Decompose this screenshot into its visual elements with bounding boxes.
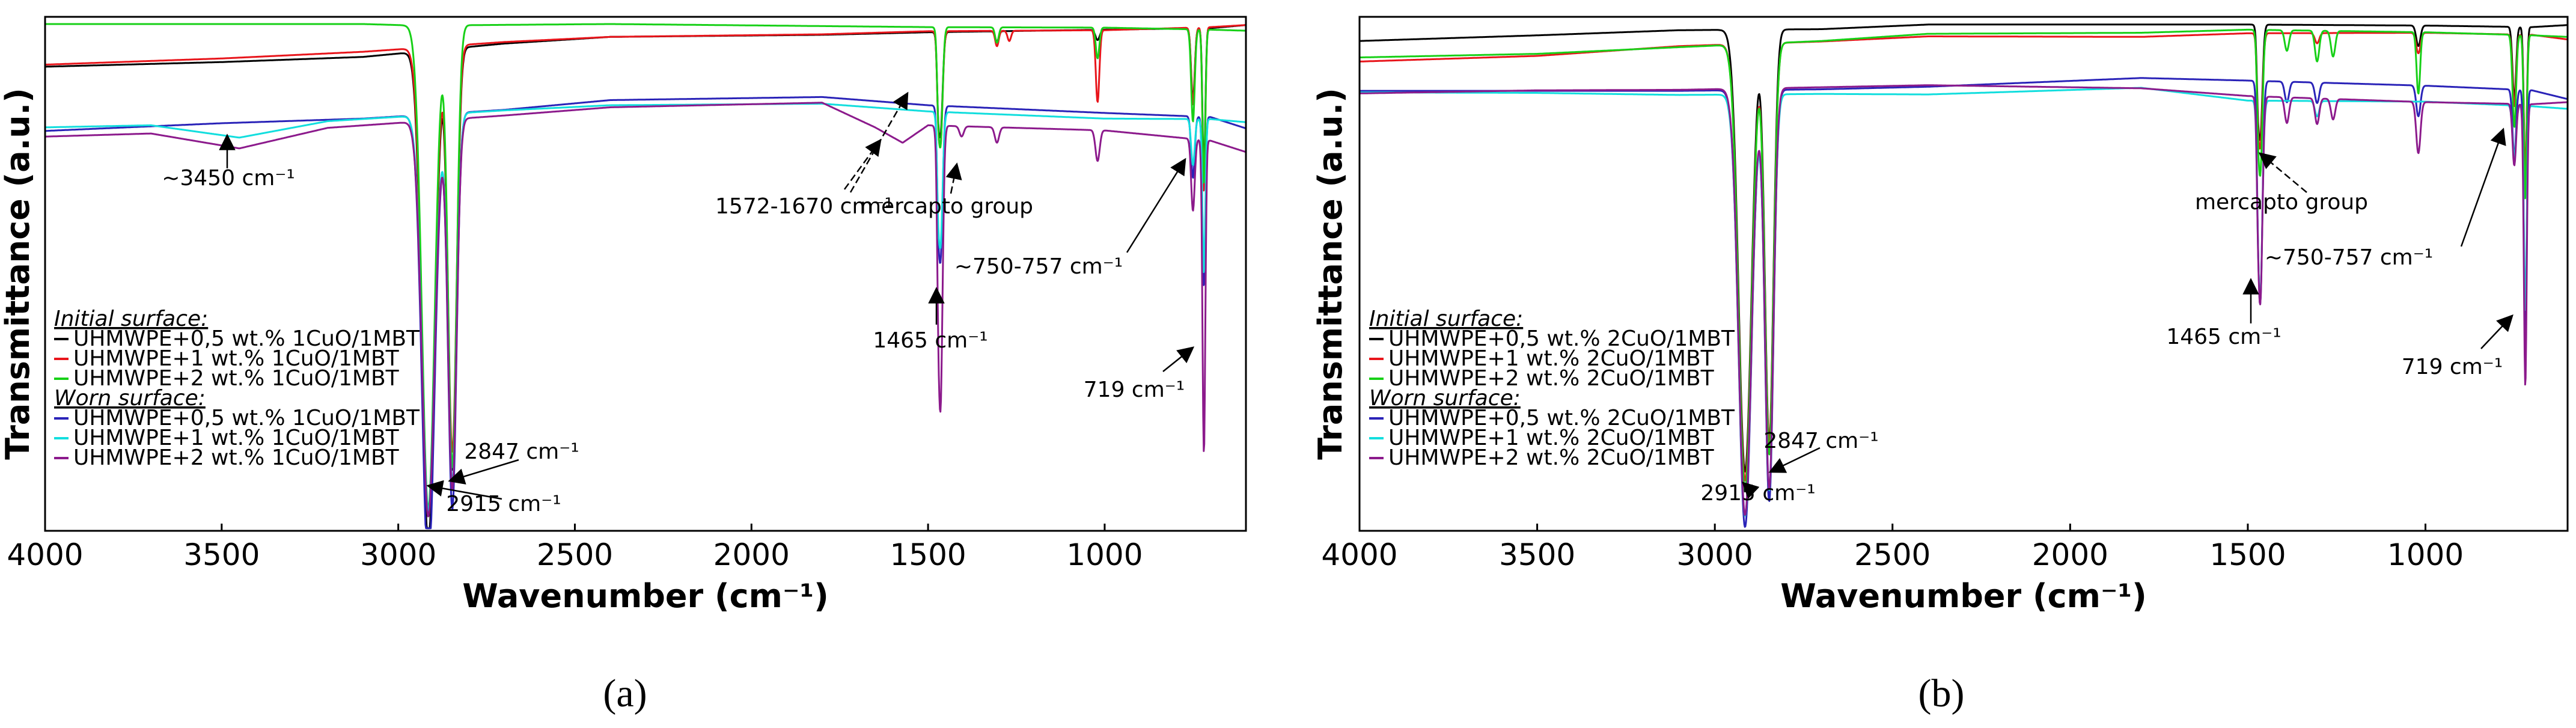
annotation-arrow <box>1126 158 1186 253</box>
annotation-label: 719 cm⁻¹ <box>2402 355 2503 379</box>
y-axis-title: Transmittance (a.u.) <box>0 88 37 460</box>
x-tick-label: 2000 <box>713 537 790 572</box>
annotations: ~3450 cm⁻¹ 2915 cm⁻¹ 2847 cm⁻¹ 1572-1670 cm… <box>162 91 1195 516</box>
series-line-worn-1 <box>44 96 1246 530</box>
x-axis-title: Wavenumber (cm⁻¹) <box>1780 577 2147 615</box>
series-line-initial-3 <box>44 23 1246 510</box>
legend: Initial surface:UHMWPE+0,5 wt.% 2CuO/1MB… <box>1369 307 1735 470</box>
series-line-worn-3 <box>1359 84 2568 516</box>
x-tick-label: 1500 <box>2209 537 2286 572</box>
annotation-label: 2847 cm⁻¹ <box>1763 429 1878 453</box>
annotation-label: ~750-757 cm⁻¹ <box>2265 245 2433 270</box>
series-line-worn-3 <box>44 102 1246 518</box>
panel-label: (b) <box>1918 671 1965 715</box>
legend-entry-label: UHMWPE+0,5 wt.% 1CuO/1MBT <box>73 326 420 351</box>
legend-entry-label: UHMWPE+2 wt.% 1CuO/1MBT <box>73 366 400 391</box>
annotation-arrow <box>1742 482 1760 499</box>
annotation-arrow <box>448 459 519 485</box>
series-line-initial-3 <box>1359 28 2568 492</box>
panels: 4000 3500 3000 2500 2000 1500 1000 Wavenumber (… <box>0 16 2569 715</box>
x-tick-label: 2500 <box>537 537 613 572</box>
annotation-label: 1572-1670 cm⁻¹ <box>715 194 893 219</box>
annotation-label: mercapto group <box>2195 190 2368 215</box>
x-tick-label: 3000 <box>360 537 436 572</box>
x-tick-label: 2000 <box>2032 537 2108 572</box>
legend-entry-label: UHMWPE+1 wt.% 1CuO/1MBT <box>73 426 400 450</box>
legend-header-worn: Worn surface: <box>54 386 206 411</box>
annotation-arrow <box>426 480 502 500</box>
legend: Initial surface:UHMWPE+0,5 wt.% 1CuO/1MB… <box>54 307 420 470</box>
annotation-arrow <box>945 162 962 194</box>
legend-entry-label: UHMWPE+0,5 wt.% 1CuO/1MBT <box>73 406 420 430</box>
panel-label: (a) <box>603 671 647 715</box>
annotation-label: 1465 cm⁻¹ <box>873 328 987 353</box>
annotation-arrow <box>2258 152 2307 193</box>
x-tick-label: 1000 <box>1066 537 1143 572</box>
x-tick-label: 2500 <box>1854 537 1930 572</box>
plot-frame <box>1358 16 2569 532</box>
legend-entry-label: UHMWPE+0,5 wt.% 2CuO/1MBT <box>1388 406 1735 430</box>
legend-header-initial: Initial surface: <box>1369 307 1523 331</box>
annotation-label: mercapto group <box>860 194 1033 219</box>
legend-entry-label: UHMWPE+1 wt.% 2CuO/1MBT <box>1388 346 1715 371</box>
y-axis-title: Transmittance (a.u.) <box>1311 88 1349 460</box>
x-tick-label: 1000 <box>2387 537 2464 572</box>
x-axis-title: Wavenumber (cm⁻¹) <box>462 577 829 615</box>
series-line-worn-2 <box>1359 87 2568 517</box>
legend-entry-label: UHMWPE+2 wt.% 2CuO/1MBT <box>1388 445 1715 470</box>
x-tick-label: 3500 <box>183 537 260 572</box>
x-tick-label: 1500 <box>890 537 966 572</box>
annotation-arrow <box>1162 346 1195 372</box>
legend-entry-label: UHMWPE+1 wt.% 2CuO/1MBT <box>1388 426 1715 450</box>
annotation-arrow <box>849 91 909 193</box>
series-line-initial-1 <box>1359 23 2568 473</box>
annotation-arrow <box>2480 314 2513 349</box>
legend-header-initial: Initial surface: <box>54 307 208 331</box>
plot-frame <box>44 16 1247 532</box>
legend-header-worn: Worn surface: <box>1369 386 1521 411</box>
x-tick-label: 3500 <box>1499 537 1575 572</box>
annotation-label: ~750-757 cm⁻¹ <box>954 254 1123 279</box>
x-tick-label: 3000 <box>1677 537 1753 572</box>
annotation-label: 2847 cm⁻¹ <box>464 439 579 464</box>
legend-entry-label: UHMWPE+2 wt.% 2CuO/1MBT <box>1388 366 1715 391</box>
spectra <box>1359 23 2568 528</box>
annotations: 2915 cm⁻¹ 2847 cm⁻¹ mercapto group 1465 cm⁻… <box>1700 127 2513 506</box>
series-line-initial-2 <box>1359 32 2568 482</box>
x-tick-label: 4000 <box>7 537 83 572</box>
series-line-worn-2 <box>44 103 1246 512</box>
series-line-initial-2 <box>44 24 1246 516</box>
x-tick-label: 4000 <box>1321 537 1397 572</box>
spectra <box>44 23 1246 530</box>
annotation-label: 719 cm⁻¹ <box>1084 378 1185 402</box>
annotation-arrow <box>2460 127 2506 247</box>
legend-entry-label: UHMWPE+2 wt.% 1CuO/1MBT <box>73 445 400 470</box>
annotation-label: ~3450 cm⁻¹ <box>162 166 295 191</box>
legend-entry-label: UHMWPE+0,5 wt.% 2CuO/1MBT <box>1388 326 1735 351</box>
legend-entry-label: UHMWPE+1 wt.% 1CuO/1MBT <box>73 346 400 371</box>
annotation-arrow <box>843 138 882 190</box>
panel-a: 4000 3500 3000 2500 2000 1500 1000 Wavenumber (… <box>0 16 1247 715</box>
annotation-label: 1465 cm⁻¹ <box>2166 325 2281 349</box>
annotation-label: 2915 cm⁻¹ <box>1700 481 1815 506</box>
annotation-label: 2915 cm⁻¹ <box>446 492 561 516</box>
annotation-arrow <box>1768 447 1821 473</box>
panel-b: 4000 3500 3000 2500 2000 1500 1000 Wavenumber (… <box>1311 16 2569 715</box>
